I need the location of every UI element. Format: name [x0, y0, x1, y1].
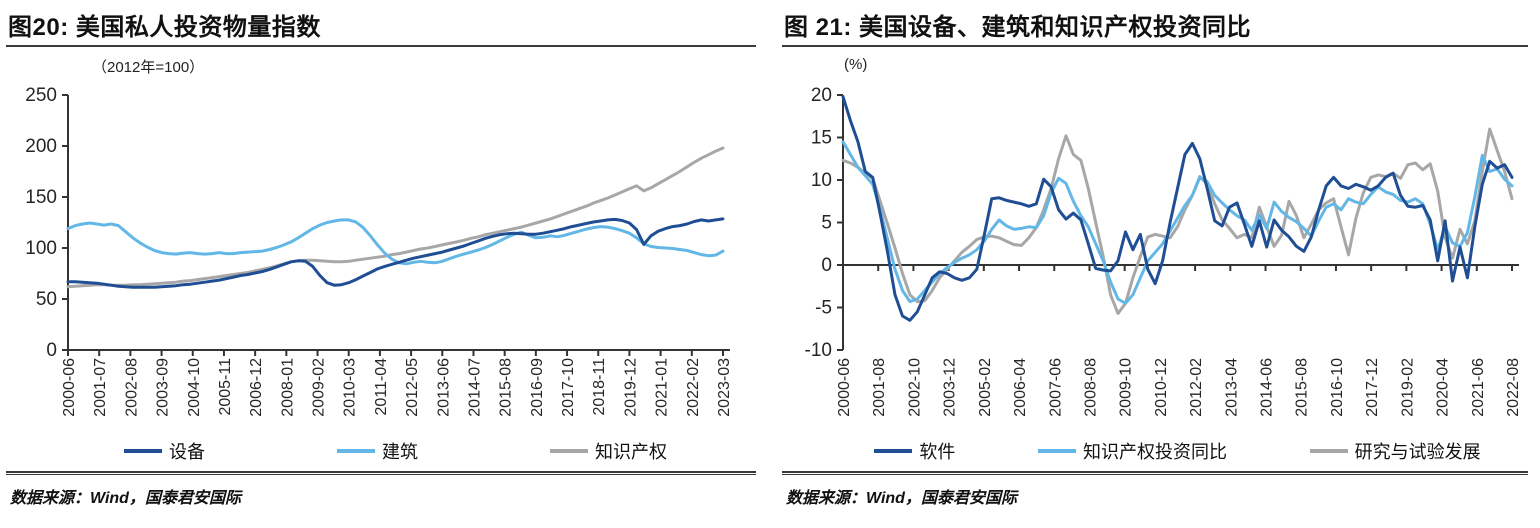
x-tick-label: 2004-10 — [186, 358, 203, 417]
y-tick-label: 150 — [25, 187, 57, 208]
x-tick-label: 2013-06 — [435, 358, 452, 417]
series-line-0 — [841, 95, 1514, 322]
x-tick-label: 2001-08 — [871, 358, 888, 417]
y-tick-label: 5 — [821, 213, 832, 234]
x-tick-label: 2021-01 — [654, 358, 671, 417]
x-tick-label: 2008-01 — [279, 358, 296, 417]
y-tick-label: 15 — [811, 128, 832, 149]
x-tick-label: 2016-09 — [529, 358, 546, 417]
legend-item-0: 设备 — [124, 438, 205, 464]
x-tick-label: 2010-03 — [342, 358, 359, 417]
x-tick-label: 2006-12 — [248, 358, 265, 417]
x-tick-label: 2012-05 — [404, 358, 421, 417]
x-tick-label: 2019-12 — [622, 358, 639, 417]
source-note: 数据来源：Wind，国泰君安国际 — [10, 490, 241, 507]
x-tick-label: 2003-09 — [155, 358, 172, 417]
legend-item-1: 建筑 — [337, 438, 418, 464]
legend-item-0: 软件 — [874, 438, 955, 464]
source-note: 数据来源：Wind，国泰君安国际 — [786, 490, 1017, 507]
figure-20-panel: 图20: 美国私人投资物量指数 （2012年=100） 设备 建筑 知识产权 数据来… — [6, 0, 758, 528]
legend-swatch — [124, 449, 162, 453]
legend-label: 软件 — [919, 442, 956, 462]
legend-item-2: 研究与试验发展 — [1309, 438, 1481, 464]
x-tick-label: 2000-06 — [836, 358, 853, 417]
legend-swatch — [874, 449, 913, 453]
y-tick-label: -10 — [805, 340, 832, 361]
x-tick-label: 2019-02 — [1399, 358, 1416, 417]
legend-item-2: 知识产权 — [550, 438, 667, 464]
x-tick-label: 2021-06 — [1470, 358, 1487, 417]
x-tick-label: 2006-04 — [1012, 358, 1029, 417]
x-tick-label: 2015-08 — [498, 358, 515, 417]
y-tick-label: 20 — [811, 85, 832, 106]
legend-swatch — [550, 449, 588, 453]
chart-title: 图20: 美国私人投资物量指数 — [8, 14, 321, 41]
x-tick-label: 2016-10 — [1329, 358, 1346, 417]
y-tick-label: 0 — [821, 255, 832, 276]
y-tick-label: -5 — [815, 298, 832, 319]
series-line-1 — [66, 218, 725, 266]
x-tick-label: 2020-04 — [1435, 358, 1452, 417]
x-tick-label: 2000-06 — [61, 358, 78, 417]
x-tick-label: 2017-12 — [1364, 358, 1381, 417]
legend-label: 知识产权投资同比 — [1082, 442, 1227, 462]
x-tick-label: 2001-07 — [92, 358, 109, 417]
legend: 软件 知识产权投资同比 研究与试验发展 — [833, 438, 1522, 464]
x-tick-label: 2023-03 — [716, 358, 733, 417]
bottom-rule — [6, 471, 756, 475]
y-tick-label: 200 — [25, 136, 57, 157]
x-tick-label: 2012-02 — [1188, 358, 1205, 417]
x-tick-label: 2011-04 — [373, 358, 390, 416]
x-tick-label: 2002-10 — [906, 358, 923, 417]
x-tick-label: 2005-02 — [977, 358, 994, 417]
x-tick-label: 2022-08 — [1505, 358, 1522, 417]
y-tick-label: 250 — [25, 85, 57, 106]
legend-label: 建筑 — [382, 442, 418, 462]
bottom-rule — [782, 471, 1528, 475]
y-tick-label: 100 — [25, 238, 57, 259]
title-underline — [782, 45, 1528, 47]
x-tick-label: 2018-11 — [591, 358, 608, 416]
figure-21-panel: 图 21: 美国设备、建筑和知识产权投资同比 (%) 软件 知识产权投资同比 研究与… — [782, 0, 1534, 528]
y-tick-label: 0 — [46, 340, 57, 361]
title-underline — [6, 45, 756, 47]
legend-label: 设备 — [169, 442, 205, 462]
legend: 设备 建筑 知识产权 — [58, 438, 733, 464]
axis-unit-label: (%) — [844, 56, 868, 73]
x-tick-label: 2009-02 — [311, 358, 328, 417]
legend-swatch — [1037, 449, 1076, 453]
chart-canvas: 0 50 100 150 200 250 2000-06 2001-07 2002-08 2003… — [25, 85, 733, 417]
axis-unit-label: （2012年=100） — [92, 59, 205, 76]
x-tick-label: 2017-10 — [560, 358, 577, 417]
legend-item-1: 知识产权投资同比 — [1037, 438, 1227, 464]
series-line-0 — [66, 217, 725, 289]
x-tick-label: 2014-07 — [466, 358, 483, 417]
legend-label: 知识产权 — [595, 442, 667, 462]
series-line-2 — [66, 146, 725, 289]
series-line-1 — [841, 140, 1514, 305]
legend-swatch — [337, 449, 375, 453]
x-tick-label: 2015-08 — [1294, 358, 1311, 417]
x-tick-label: 2022-02 — [685, 358, 702, 417]
x-tick-label: 2003-12 — [942, 358, 959, 417]
x-tick-label: 2014-06 — [1259, 358, 1276, 417]
x-tick-label: 2013-04 — [1223, 358, 1240, 417]
x-tick-label: 2008-08 — [1082, 358, 1099, 417]
x-tick-label: 2010-12 — [1153, 358, 1170, 417]
chart-canvas: -10 -5 0 5 10 15 20 2000-06 2001-08 2002-10 2003-1… — [805, 85, 1522, 417]
legend-label: 研究与试验发展 — [1354, 442, 1481, 462]
y-tick-label: 10 — [811, 170, 832, 191]
chart-title: 图 21: 美国设备、建筑和知识产权投资同比 — [784, 14, 1252, 41]
x-tick-label: 2005-11 — [217, 358, 234, 416]
legend-swatch — [1309, 449, 1348, 453]
x-tick-label: 2009-10 — [1118, 358, 1135, 417]
y-tick-label: 50 — [36, 289, 57, 310]
x-tick-label: 2002-08 — [123, 358, 140, 417]
x-tick-label: 2007-06 — [1047, 358, 1064, 417]
